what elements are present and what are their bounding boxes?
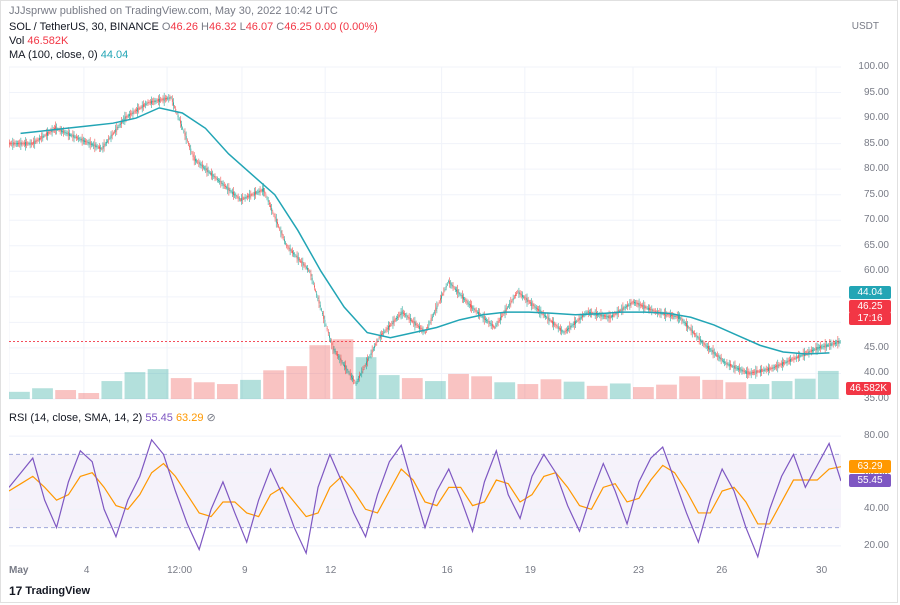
rsi-value-tag: 63.29 bbox=[849, 460, 891, 473]
chart-info-overlay: SOL / TetherUS, 30, BINANCE O46.26 H46.3… bbox=[9, 21, 378, 61]
publisher-name: JJJsprww bbox=[9, 5, 57, 17]
y-tick-label: 90.00 bbox=[864, 112, 889, 123]
ma-label: MA (100, close, 0) bbox=[9, 49, 98, 61]
rsi-value-2: 63.29 bbox=[176, 412, 204, 424]
time-tick-label: 26 bbox=[716, 565, 727, 576]
tradingview-text: TradingView bbox=[25, 585, 90, 597]
y-tick-label: 60.00 bbox=[864, 265, 889, 276]
time-tick-label: 19 bbox=[525, 565, 536, 576]
y-tick-label: 75.00 bbox=[864, 189, 889, 200]
rsi-tick-label: 20.00 bbox=[864, 540, 889, 551]
y-tick-label: 100.00 bbox=[858, 61, 889, 72]
high-value: 46.32 bbox=[209, 21, 237, 33]
y-tick-label: 70.00 bbox=[864, 214, 889, 225]
price-tag: 46.582K bbox=[846, 382, 891, 395]
volume-value: 46.582K bbox=[27, 35, 68, 47]
rsi-extra-icon: ⊘ bbox=[207, 412, 216, 424]
time-tick-label: May bbox=[9, 565, 28, 576]
rsi-info-line: RSI (14, close, SMA, 14, 2) 55.45 63.29 … bbox=[9, 411, 216, 424]
rsi-panel[interactable]: RSI (14, close, SMA, 14, 2) 55.45 63.29 … bbox=[9, 411, 841, 559]
y-tick-label: 65.00 bbox=[864, 240, 889, 251]
published-text: published on bbox=[60, 5, 122, 17]
tradingview-branding: 17 TradingView bbox=[9, 584, 90, 598]
y-tick-label: 40.00 bbox=[864, 367, 889, 378]
y-tick-label: 80.00 bbox=[864, 163, 889, 174]
y-tick-label: 95.00 bbox=[864, 87, 889, 98]
time-tick-label: 4 bbox=[84, 565, 90, 576]
price-tag: 17:16 bbox=[849, 312, 891, 325]
rsi-value-tag: 55.45 bbox=[849, 474, 891, 487]
ma-info-line: MA (100, close, 0) 44.04 bbox=[9, 49, 378, 61]
rsi-tick-label: 80.00 bbox=[864, 430, 889, 441]
price-chart-panel[interactable]: SOL / TetherUS, 30, BINANCE O46.26 H46.3… bbox=[9, 21, 841, 401]
price-tag: 44.04 bbox=[849, 286, 891, 299]
site-name: TradingView.com, bbox=[125, 5, 212, 17]
volume-info-line: Vol 46.582K bbox=[9, 35, 378, 47]
publish-header: JJJsprww published on TradingView.com, M… bbox=[9, 5, 338, 17]
rsi-y-axis: 20.0040.0060.0080.0063.2955.45 bbox=[843, 411, 893, 559]
symbol-pair: SOL / TetherUS, 30, BINANCE bbox=[9, 21, 159, 33]
volume-label: Vol bbox=[9, 35, 24, 47]
time-axis: May 4 12:00 9 12 16 19 23 26 30 bbox=[9, 563, 841, 583]
time-tick-label: 16 bbox=[442, 565, 453, 576]
open-value: 46.26 bbox=[170, 21, 198, 33]
y-axis-title: USDT bbox=[852, 21, 879, 32]
rsi-tick-label: 40.00 bbox=[864, 503, 889, 514]
tradingview-logo-icon: 17 bbox=[9, 584, 22, 598]
price-y-axis: USDT 35.0040.0045.0050.0055.0060.0065.00… bbox=[843, 21, 893, 401]
rsi-label: RSI (14, close, SMA, 14, 2) bbox=[9, 412, 142, 424]
close-value: 46.25 bbox=[284, 21, 312, 33]
time-tick-label: 9 bbox=[242, 565, 248, 576]
rsi-value-1: 55.45 bbox=[145, 412, 173, 424]
price-chart-svg bbox=[9, 21, 841, 401]
time-tick-label: 23 bbox=[633, 565, 644, 576]
symbol-info-line: SOL / TetherUS, 30, BINANCE O46.26 H46.3… bbox=[9, 21, 378, 33]
y-tick-label: 45.00 bbox=[864, 342, 889, 353]
time-tick-label: 30 bbox=[816, 565, 827, 576]
rsi-chart-svg bbox=[9, 411, 841, 559]
ma-value: 44.04 bbox=[101, 49, 129, 61]
low-value: 46.07 bbox=[246, 21, 274, 33]
time-tick-label: 12:00 bbox=[167, 565, 192, 576]
publish-timestamp: May 30, 2022 10:42 UTC bbox=[215, 5, 338, 17]
time-tick-label: 12 bbox=[325, 565, 336, 576]
high-label: H bbox=[201, 21, 209, 33]
chart-container: JJJsprww published on TradingView.com, M… bbox=[0, 0, 898, 603]
price-tag: 46.25 bbox=[849, 300, 891, 313]
change-value: 0.00 (0.00%) bbox=[315, 21, 378, 33]
y-tick-label: 85.00 bbox=[864, 138, 889, 149]
